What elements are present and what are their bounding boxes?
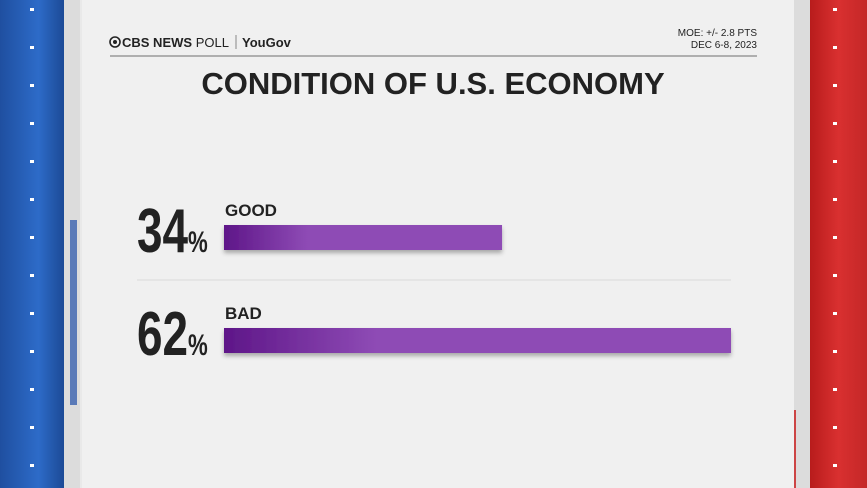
chart-title: CONDITION OF U.S. ECONOMY (201, 66, 665, 101)
decor-ticks (30, 8, 837, 467)
brand-poll: POLL (196, 35, 229, 50)
logo-eye (109, 36, 121, 48)
value-label-group: 34% (137, 196, 208, 265)
date: DEC 6-8, 2023 (691, 40, 758, 51)
category-label: GOOD (225, 201, 277, 220)
right-edge (794, 0, 810, 488)
decor-tick (833, 198, 837, 201)
decor-tick (833, 160, 837, 163)
decor-tick (833, 426, 837, 429)
decor-tick (30, 8, 34, 11)
right-stripe (810, 0, 867, 488)
decor-tick (833, 8, 837, 11)
decor-tick (30, 388, 34, 391)
brand: CBS NEWS (122, 35, 192, 50)
decor-tick (30, 236, 34, 239)
decor-tick (30, 274, 34, 277)
decor-tick (833, 46, 837, 49)
partner: YouGov (242, 35, 292, 50)
moe: MOE: +/- 2.8 PTS (678, 28, 758, 39)
decor-tick (833, 464, 837, 467)
value-label-group: 62% (137, 299, 208, 368)
decor-tick (30, 160, 34, 163)
category-label: BAD (225, 304, 262, 323)
decor-tick (833, 236, 837, 239)
value-label: 62% (137, 299, 208, 368)
decor-tick (30, 464, 34, 467)
decor-tick (30, 122, 34, 125)
logo-pupil (113, 40, 117, 44)
decor-tick (833, 274, 837, 277)
decor-tick (30, 46, 34, 49)
logo: CBS NEWS POLL (122, 35, 229, 50)
decor-tick (833, 388, 837, 391)
decor-tick (30, 198, 34, 201)
bar (224, 328, 731, 353)
left-stripe (0, 0, 64, 488)
value-label: 34% (137, 196, 208, 265)
decor-tick (833, 312, 837, 315)
decor-tick (833, 84, 837, 87)
decor-tick (30, 426, 34, 429)
decor-tick (30, 84, 34, 87)
decor-tick (833, 350, 837, 353)
bar (224, 225, 503, 250)
left-accent (70, 220, 77, 405)
decor-tick (30, 312, 34, 315)
decor-tick (833, 122, 837, 125)
decor-tick (30, 350, 34, 353)
